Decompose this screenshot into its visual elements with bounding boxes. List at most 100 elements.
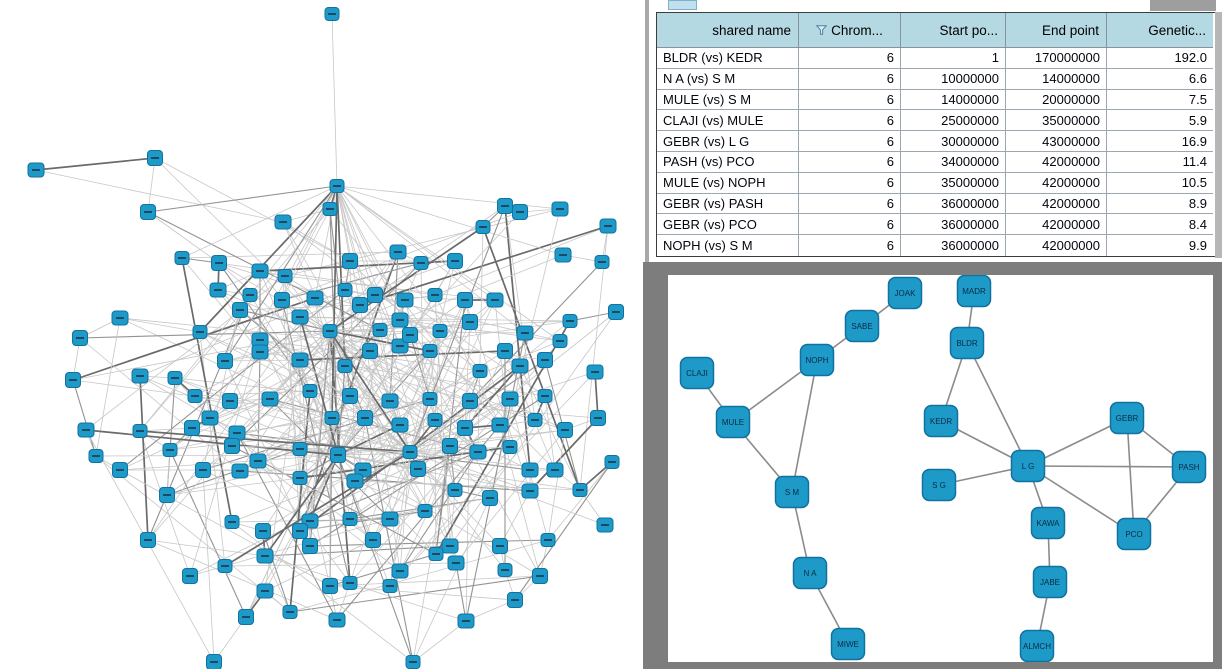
table-row[interactable]: CLAJI (vs) MULE 6 25000000 35000000 5.9	[657, 110, 1215, 132]
network-node[interactable]	[382, 579, 398, 593]
network-node[interactable]	[457, 613, 475, 629]
network-node[interactable]	[322, 578, 338, 594]
network-node[interactable]	[537, 352, 553, 368]
network-node-s-m[interactable]: S M	[774, 475, 810, 509]
network-node[interactable]	[372, 323, 388, 337]
network-node[interactable]	[322, 324, 338, 338]
network-node[interactable]	[391, 563, 409, 579]
network-node[interactable]	[167, 371, 183, 385]
network-node[interactable]	[365, 532, 381, 548]
network-node[interactable]	[337, 359, 353, 373]
network-node[interactable]	[599, 218, 617, 234]
network-node[interactable]	[501, 391, 519, 407]
network-node[interactable]	[217, 559, 233, 573]
network-node[interactable]	[475, 220, 491, 234]
network-node[interactable]	[292, 471, 308, 485]
table-row[interactable]: PASH (vs) PCO 6 34000000 42000000 11.4	[657, 151, 1215, 173]
network-node[interactable]	[482, 490, 498, 506]
network-node[interactable]	[447, 555, 465, 571]
network-node[interactable]	[512, 204, 528, 220]
table-row[interactable]: MULE (vs) NOPH 6 35000000 42000000 10.5	[657, 172, 1215, 194]
network-node[interactable]	[572, 483, 588, 497]
network-node[interactable]	[428, 547, 444, 561]
network-node[interactable]	[159, 487, 175, 503]
network-node[interactable]	[492, 538, 508, 554]
network-node-pash[interactable]: PASH	[1171, 450, 1207, 484]
network-node[interactable]	[65, 372, 81, 388]
table-row[interactable]: BLDR (vs) KEDR 6 1 170000000 192.0	[657, 48, 1215, 69]
network-node[interactable]	[232, 302, 248, 318]
network-node[interactable]	[422, 344, 438, 358]
network-node[interactable]	[140, 204, 156, 220]
network-node[interactable]	[206, 654, 222, 669]
network-node[interactable]	[256, 548, 274, 564]
network-node[interactable]	[442, 438, 458, 454]
network-node[interactable]	[324, 7, 340, 21]
network-node[interactable]	[381, 393, 399, 409]
network-node[interactable]	[590, 410, 606, 426]
network-node[interactable]	[261, 391, 279, 407]
network-node-madr[interactable]: MADR	[956, 275, 992, 308]
network-node[interactable]	[162, 443, 178, 457]
filter-icon[interactable]	[816, 25, 828, 35]
network-node[interactable]	[402, 445, 418, 459]
column-header-end-point[interactable]: End point	[1006, 13, 1107, 48]
network-node-almch[interactable]: ALMCH	[1019, 629, 1055, 662]
network-node-gebr[interactable]: GEBR	[1109, 401, 1145, 435]
network-node[interactable]	[187, 389, 203, 403]
network-node[interactable]	[342, 388, 358, 404]
network-node[interactable]	[462, 393, 478, 409]
network-node[interactable]	[507, 592, 523, 608]
network-node[interactable]	[291, 352, 309, 368]
network-node[interactable]	[502, 440, 518, 454]
network-node[interactable]	[342, 512, 358, 526]
network-node-claji[interactable]: CLAJI	[679, 356, 715, 390]
network-node[interactable]	[367, 287, 383, 303]
network-node-kedr[interactable]: KEDR	[923, 404, 959, 438]
network-node[interactable]	[291, 309, 309, 325]
network-node[interactable]	[532, 568, 548, 584]
network-node[interactable]	[217, 353, 233, 369]
network-node[interactable]	[88, 449, 104, 463]
network-node[interactable]	[342, 576, 358, 590]
network-node-mule[interactable]: MULE	[715, 405, 751, 439]
table-row[interactable]: GEBR (vs) PASH 6 36000000 42000000 8.9	[657, 193, 1215, 215]
network-node[interactable]	[396, 292, 414, 308]
network-node[interactable]	[608, 304, 624, 320]
network-node[interactable]	[228, 425, 246, 441]
network-node-kawa[interactable]: KAWA	[1030, 506, 1066, 540]
network-node[interactable]	[282, 605, 298, 619]
network-node[interactable]	[112, 462, 128, 478]
network-node[interactable]	[552, 334, 568, 348]
network-node-sabe[interactable]: SABE	[844, 309, 880, 343]
network-node[interactable]	[457, 292, 473, 308]
network-node[interactable]	[222, 393, 238, 409]
network-node[interactable]	[402, 327, 418, 343]
network-node[interactable]	[211, 255, 227, 271]
network-node[interactable]	[546, 462, 564, 478]
network-node[interactable]	[551, 201, 569, 217]
network-node[interactable]	[184, 420, 200, 436]
network-node[interactable]	[596, 517, 614, 533]
network-node[interactable]	[497, 343, 513, 359]
network-node[interactable]	[516, 325, 534, 341]
network-node[interactable]	[447, 253, 463, 269]
network-node[interactable]	[302, 538, 318, 554]
network-node[interactable]	[174, 251, 190, 265]
column-header-genetic[interactable]: Genetic...	[1107, 13, 1213, 48]
network-node[interactable]	[249, 453, 267, 469]
network-node-bldr[interactable]: BLDR	[949, 326, 985, 360]
network-node[interactable]	[486, 292, 504, 308]
network-node[interactable]	[209, 282, 227, 298]
table-row[interactable]: GEBR (vs) PCO 6 36000000 42000000 8.4	[657, 214, 1215, 236]
network-node[interactable]	[251, 344, 269, 360]
column-header-shared-name[interactable]: shared name	[657, 13, 799, 48]
network-node[interactable]	[201, 410, 219, 426]
network-node[interactable]	[462, 314, 478, 330]
network-node[interactable]	[432, 324, 448, 338]
network-node[interactable]	[511, 358, 529, 374]
network-node[interactable]	[27, 162, 45, 178]
column-header-start-point[interactable]: Start po...	[901, 13, 1006, 48]
column-header-chromosome[interactable]: Chrom...	[799, 13, 901, 48]
table-row[interactable]: MULE (vs) S M 6 14000000 20000000 7.5	[657, 89, 1215, 111]
